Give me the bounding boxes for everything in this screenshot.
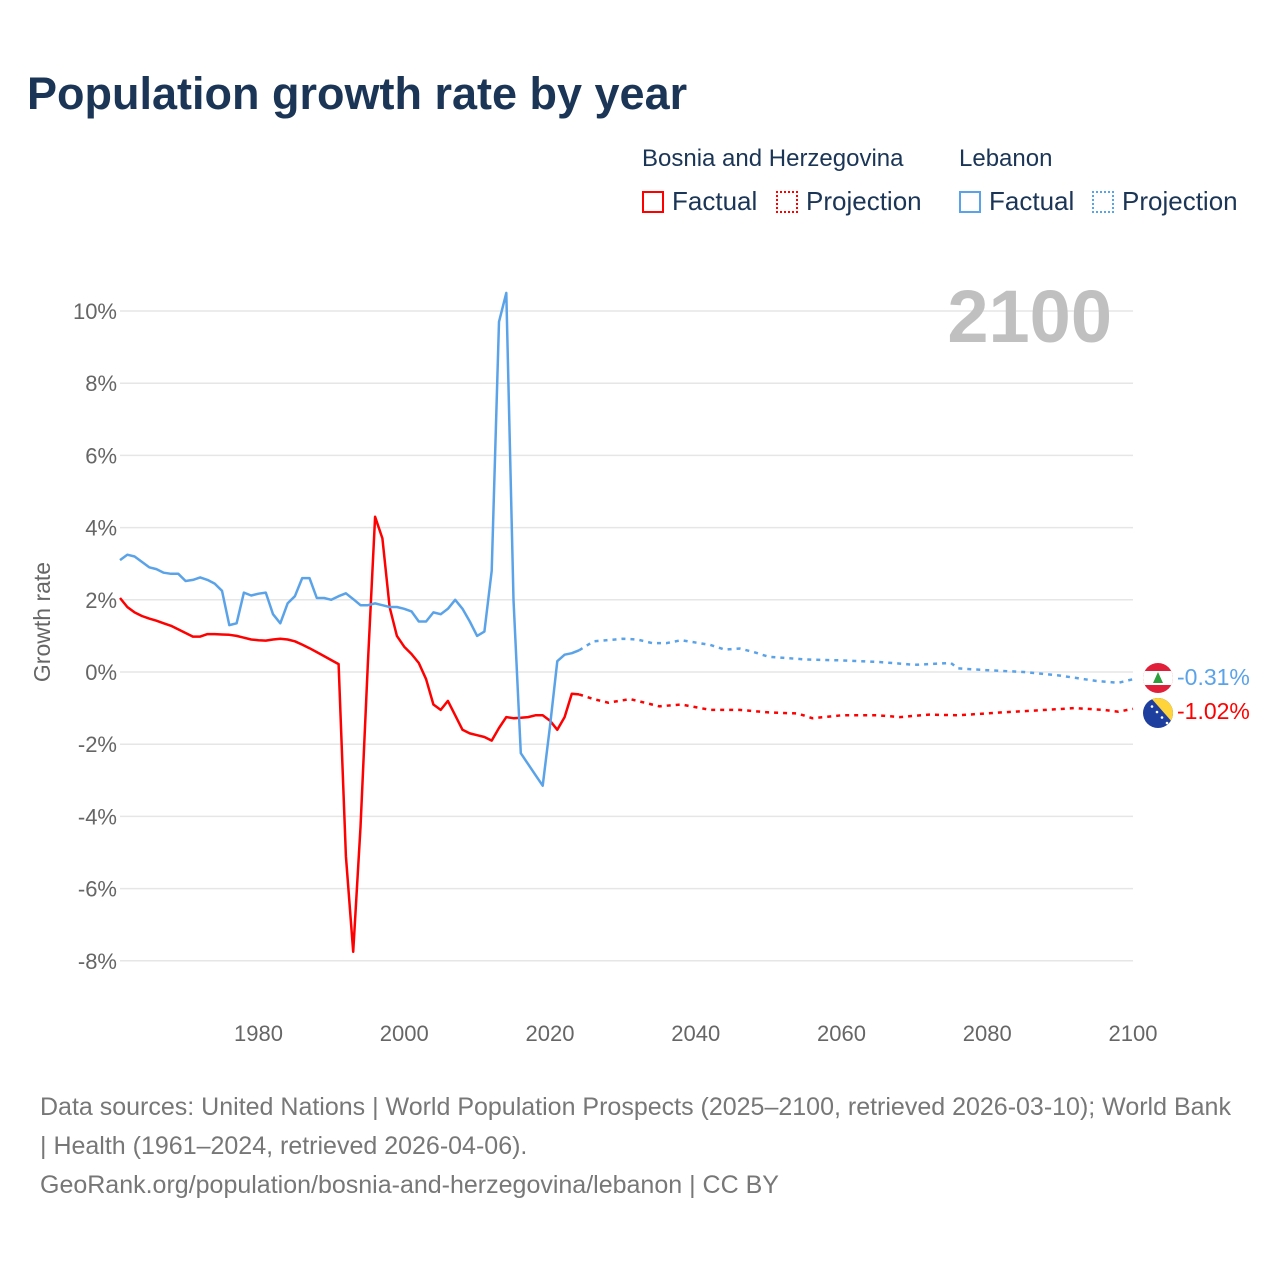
legend-swatch-solid [959, 190, 981, 213]
legend-swatch-solid [642, 190, 664, 213]
x-tick-label: 1980 [234, 1021, 283, 1046]
y-tick-label: 6% [85, 443, 117, 468]
y-tick-label: -6% [78, 877, 117, 902]
legend-lebanon-projection[interactable]: Projection [1092, 186, 1238, 217]
bosnia-factual-line [119, 515, 580, 954]
bosnia-projection-line [578, 693, 1134, 720]
x-tick-label: 2080 [963, 1021, 1012, 1046]
y-tick-label: -2% [78, 732, 117, 757]
data-sources: Data sources: United Nations | World Pop… [40, 1093, 1231, 1160]
footer: Data sources: United Nations | World Pop… [40, 1088, 1240, 1205]
legend-label: Factual [672, 186, 758, 216]
legend-label: Factual [989, 186, 1075, 216]
year-watermark: 2100 [947, 275, 1112, 358]
legend-lebanon-factual[interactable]: Factual [959, 186, 1074, 217]
lebanon-end-value: -0.31% [1177, 664, 1250, 690]
legend-label: Projection [1122, 186, 1238, 216]
y-axis-label: Growth rate [29, 562, 55, 682]
bosnia-end-value: -1.02% [1177, 698, 1250, 724]
y-tick-label: 8% [85, 371, 117, 396]
x-tick-label: 2000 [380, 1021, 429, 1046]
legend-bosnia-projection[interactable]: Projection [776, 186, 922, 217]
x-tick-label: 2100 [1109, 1021, 1158, 1046]
legend-swatch-dotted [776, 190, 798, 213]
legend-label: Projection [806, 186, 922, 216]
lebanon-projection-line [578, 637, 1134, 685]
x-tick-label: 2060 [817, 1021, 866, 1046]
y-tick-label: 0% [85, 660, 117, 685]
y-tick-label: 4% [85, 516, 117, 541]
x-tick-label: 2020 [526, 1021, 575, 1046]
y-tick-label: 10% [73, 299, 117, 324]
x-tick-label: 2040 [671, 1021, 720, 1046]
legend-bosnia-factual[interactable]: Factual [642, 186, 757, 217]
attribution-link[interactable]: GeoRank.org/population/bosnia-and-herzeg… [40, 1171, 779, 1199]
lebanon-flag-icon [1143, 663, 1173, 693]
y-tick-label: -4% [78, 804, 117, 829]
legend-group-lebanon: Lebanon [959, 145, 1053, 172]
bosnia-flag-icon [1143, 698, 1173, 728]
y-tick-label: -8% [78, 949, 117, 974]
chart-title: Population growth rate by year [27, 68, 688, 119]
legend-group-bosnia: Bosnia and Herzegovina [642, 145, 904, 172]
lebanon-factual-line [119, 291, 580, 787]
legend-swatch-dotted [1092, 190, 1114, 213]
y-tick-label: 2% [85, 588, 117, 613]
